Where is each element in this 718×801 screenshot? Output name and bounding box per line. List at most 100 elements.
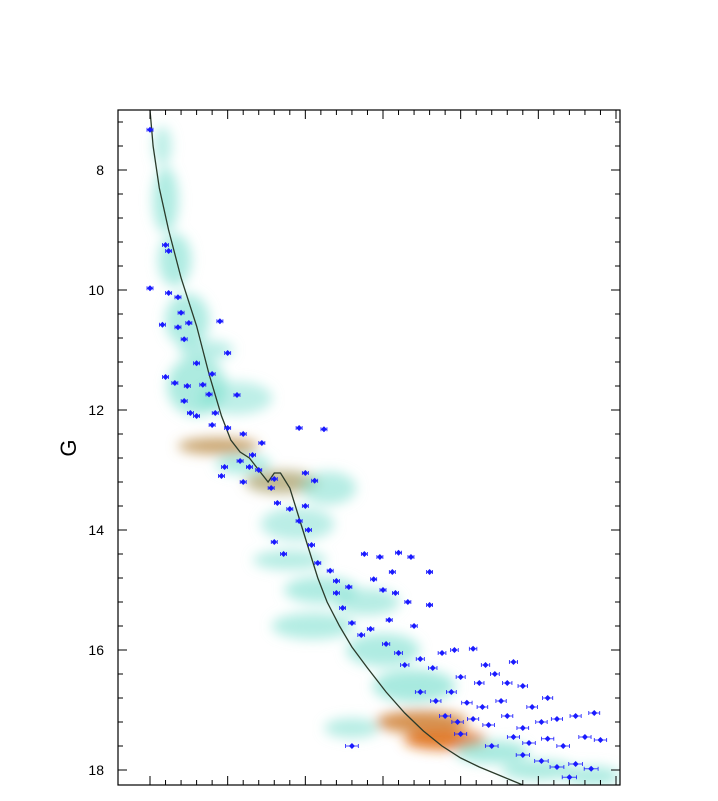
data-point [332, 590, 340, 596]
point-marker [185, 320, 192, 326]
point-marker [358, 632, 365, 638]
point-marker [274, 500, 281, 506]
point-marker [345, 584, 352, 590]
y-tick-label: 14 [88, 522, 104, 538]
data-point [484, 743, 499, 749]
point-marker [249, 452, 256, 458]
data-point [414, 689, 426, 695]
data-point [295, 518, 303, 524]
data-point [535, 719, 548, 725]
point-marker [588, 765, 595, 772]
point-marker [470, 645, 477, 652]
data-point [255, 467, 263, 473]
data-point [345, 743, 359, 749]
point-marker [553, 716, 560, 722]
data-point [454, 731, 468, 737]
point-marker [311, 477, 318, 484]
point-marker [147, 285, 153, 292]
data-point [273, 500, 281, 506]
data-point [382, 641, 391, 647]
data-point [482, 722, 495, 728]
data-point [578, 734, 592, 740]
data-point [426, 602, 434, 608]
density-blob [335, 588, 400, 616]
point-marker [224, 350, 231, 356]
y-axis: 8 10 12 14 16 18 [88, 121, 620, 778]
point-marker [457, 674, 464, 680]
point-marker [162, 374, 169, 380]
point-marker [488, 743, 495, 749]
data-point [332, 578, 340, 584]
data-point [426, 569, 434, 575]
point-marker [470, 716, 477, 722]
point-marker [224, 425, 231, 431]
density-blob [178, 340, 234, 360]
data-point [314, 560, 322, 566]
data-point [280, 551, 287, 557]
point-marker [572, 713, 579, 719]
data-point [517, 683, 528, 689]
data-point [320, 426, 328, 433]
point-marker [426, 602, 433, 608]
data-point [348, 620, 356, 626]
data-point [515, 752, 530, 758]
point-marker [305, 527, 312, 533]
point-marker [401, 662, 408, 668]
data-point [211, 410, 219, 416]
point-marker [296, 518, 303, 524]
data-point [556, 743, 570, 749]
point-marker [395, 549, 402, 556]
x-axis [149, 110, 617, 785]
data-point [455, 674, 466, 680]
density-blob [301, 471, 357, 505]
point-marker [193, 413, 200, 419]
data-point [522, 740, 536, 746]
data-point [474, 680, 485, 686]
point-marker [529, 704, 536, 710]
data-point [467, 716, 480, 722]
data-point [410, 623, 418, 629]
point-marker [209, 422, 216, 428]
data-point [246, 464, 253, 470]
y-tick-label: 10 [88, 282, 104, 298]
point-marker [404, 599, 411, 605]
data-point [394, 650, 403, 656]
point-marker [597, 737, 604, 743]
data-point [489, 671, 500, 677]
point-marker [370, 576, 377, 583]
point-marker [162, 242, 169, 248]
point-marker [216, 318, 223, 325]
point-marker [451, 647, 458, 653]
point-marker [271, 539, 278, 545]
point-marker [193, 360, 200, 367]
point-marker [314, 560, 321, 566]
point-marker [159, 321, 166, 328]
point-marker [367, 626, 374, 632]
data-point [159, 321, 166, 328]
data-point [258, 440, 266, 446]
point-marker [407, 554, 414, 560]
data-point [308, 542, 315, 548]
point-marker [348, 743, 355, 749]
data-point [392, 590, 399, 596]
point-marker [432, 698, 439, 704]
data-point [526, 704, 538, 710]
point-marker [383, 641, 390, 647]
point-marker [246, 464, 253, 470]
data-point [508, 659, 518, 665]
density-blob [252, 550, 327, 570]
point-marker [286, 506, 293, 512]
point-marker [209, 371, 216, 377]
point-marker [302, 503, 309, 509]
data-point [379, 587, 387, 593]
data-point [239, 431, 247, 437]
point-marker [439, 650, 446, 656]
point-marker [178, 309, 185, 316]
point-marker [429, 665, 436, 671]
point-marker [199, 381, 206, 388]
density-blob [198, 381, 273, 415]
data-point [439, 713, 452, 719]
point-marker [147, 126, 153, 133]
density-blob [260, 507, 335, 541]
data-point [468, 645, 478, 652]
